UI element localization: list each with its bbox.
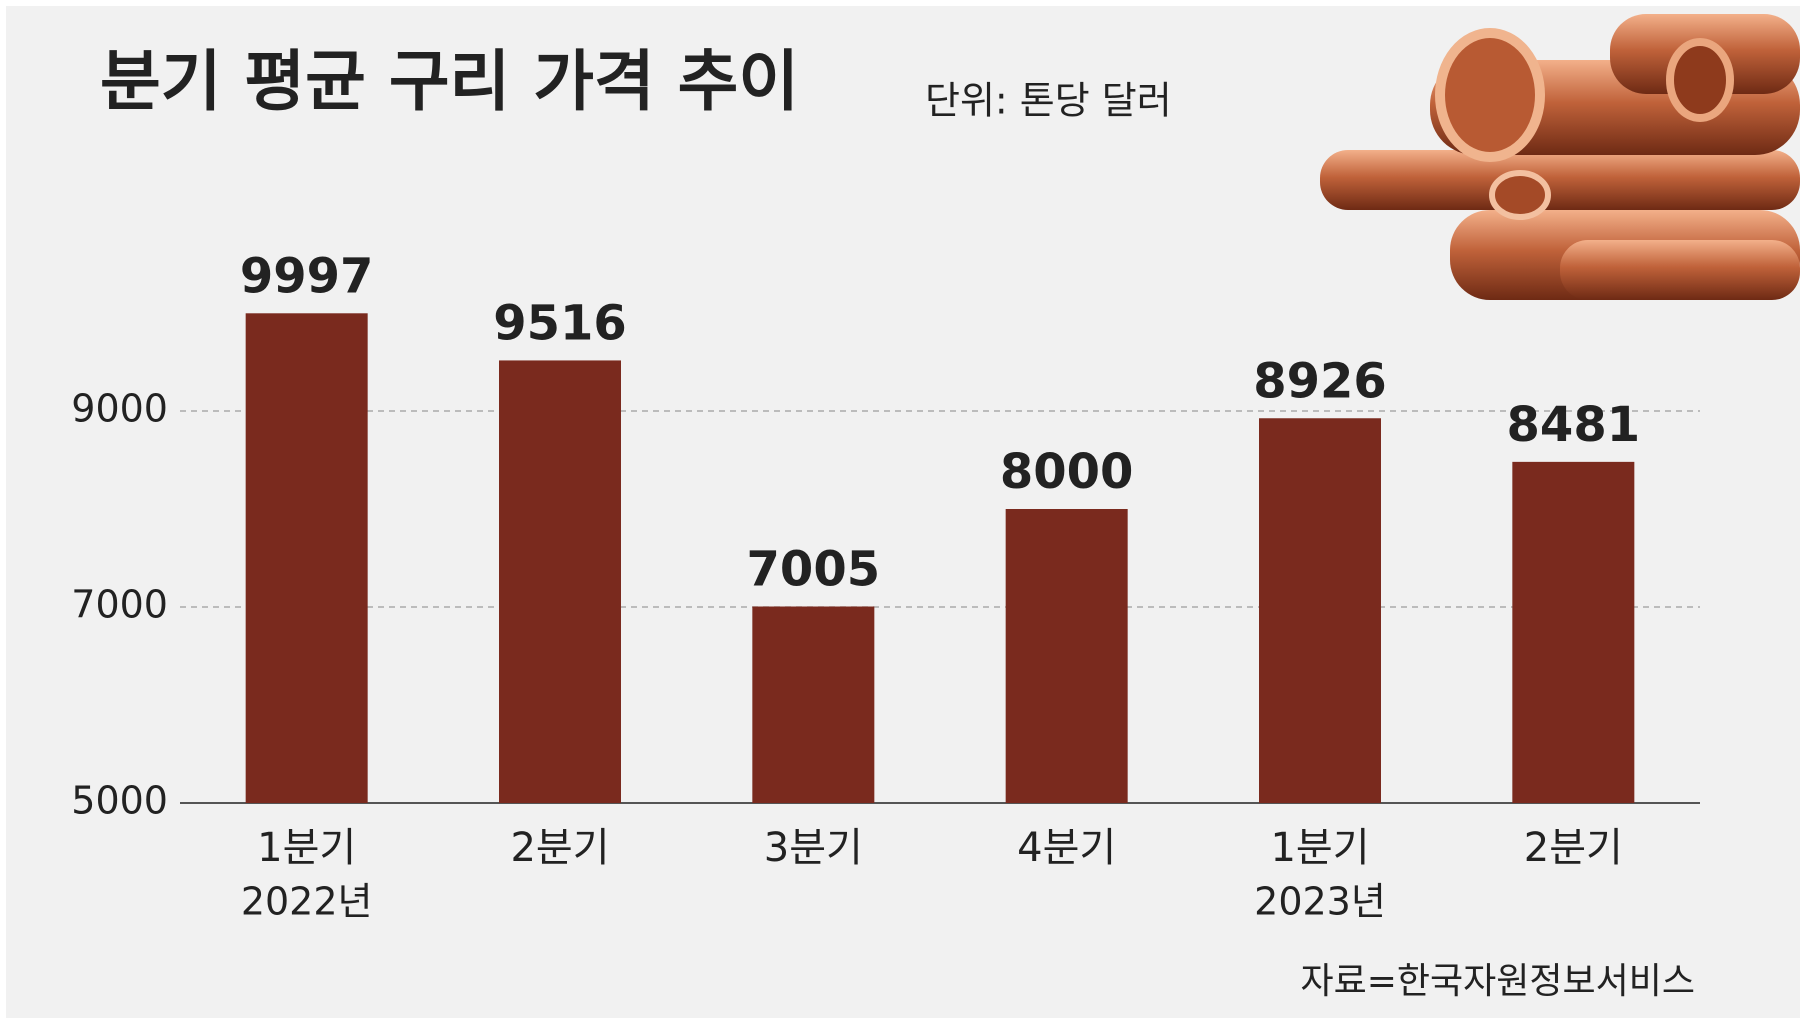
bar [1005, 509, 1128, 803]
x-group-label: 2022년 [241, 880, 373, 924]
chart-subtitle: 단위: 톤당 달러 [925, 79, 1172, 123]
bar [1259, 418, 1381, 803]
source: 자료=한국자원정보서비스 [1301, 961, 1695, 1002]
value-label: 9516 [493, 295, 627, 351]
bar [245, 313, 368, 803]
x-tick-label: 2분기 [1524, 825, 1623, 871]
y-tick-label: 7000 [71, 583, 168, 627]
chart-title: 분기 평균 구리 가격 추이 [100, 43, 799, 120]
value-label: 8926 [1253, 353, 1387, 409]
x-tick-label: 4분기 [1017, 825, 1116, 871]
copper-pipes [1320, 14, 1800, 300]
x-tick-label: 3분기 [764, 825, 863, 871]
value-label: 9997 [240, 248, 374, 304]
value-label: 8000 [1000, 444, 1134, 500]
x-tick-label: 1분기 [257, 825, 356, 871]
value-label: 7005 [747, 542, 881, 598]
x-tick-label: 1분기 [1270, 825, 1369, 871]
bar [499, 360, 621, 803]
value-label: 8481 [1507, 397, 1641, 453]
x-tick-label: 2분기 [510, 825, 609, 871]
bar [1512, 461, 1635, 803]
y-tick-label: 5000 [71, 779, 168, 823]
bar [752, 606, 875, 803]
x-group-label: 2023년 [1254, 880, 1386, 924]
y-tick-label: 9000 [71, 387, 168, 431]
